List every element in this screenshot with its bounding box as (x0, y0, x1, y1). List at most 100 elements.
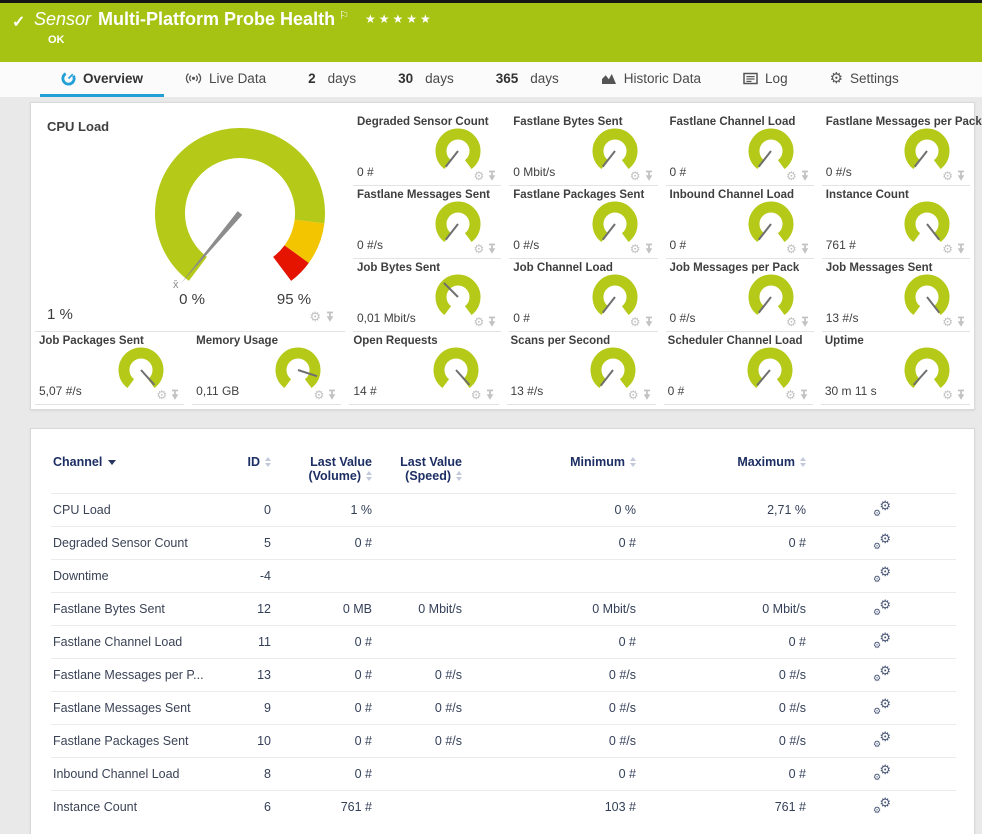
channel-settings-icon[interactable]: ⚙ ⚙ (873, 597, 891, 617)
gauge-settings-icon[interactable]: ⚙ (473, 242, 485, 256)
pin-icon[interactable] (487, 243, 497, 255)
pin-icon[interactable] (956, 170, 966, 182)
pin-icon[interactable] (325, 311, 335, 323)
gauge-tile-cpu-load[interactable]: CPU Load x̄ 0 % 95 % 1 % ⚙ (35, 103, 345, 332)
gauge-settings-icon[interactable]: ⚙ (785, 315, 797, 329)
table-row: CPU Load 0 1 % 0 % 2,71 % ⚙ ⚙ (51, 493, 956, 527)
cell-min: 0 #/s (464, 724, 638, 758)
gauge-tile-fastlane-messages-per-pack[interactable]: Fastlane Messages per Pack 0 #/s ⚙ (821, 113, 982, 186)
pin-icon[interactable] (799, 389, 809, 401)
gauge-settings-icon[interactable]: ⚙ (473, 169, 485, 183)
gauge-tile-job-packages-sent[interactable]: Job Packages Sent 5,07 #/s ⚙ (35, 332, 185, 405)
gauge-tile-fastlane-packages-sent[interactable]: Fastlane Packages Sent 0 #/s ⚙ (509, 186, 658, 259)
mini-gauge (586, 341, 640, 404)
gauge-tile-scans-per-second[interactable]: Scans per Second 13 #/s ⚙ (506, 332, 656, 405)
pin-icon[interactable] (800, 170, 810, 182)
gauge-tile-scheduler-channel-load[interactable]: Scheduler Channel Load 0 # ⚙ (663, 332, 813, 405)
gauge-settings-icon[interactable]: ⚙ (785, 169, 797, 183)
tab-overview[interactable]: Overview (40, 62, 165, 97)
pin-icon[interactable] (487, 316, 497, 328)
column-header-channel[interactable]: Channel (51, 441, 211, 494)
tab-bar: Overview Live Data 2 days 30 days 365 days Histo… (0, 62, 982, 97)
column-header-min[interactable]: Minimum (464, 441, 638, 494)
gauge-value: 0 Mbit/s (513, 165, 556, 179)
gauge-settings-icon[interactable]: ⚙ (785, 242, 797, 256)
channel-settings-icon[interactable]: ⚙ ⚙ (873, 630, 891, 650)
tab-live-data[interactable]: Live Data (164, 62, 287, 97)
gauge-tile-job-messages-per-pack[interactable]: Job Messages per Pack 0 #/s ⚙ (665, 259, 814, 332)
priority-stars[interactable]: ★★★★★ (364, 12, 434, 26)
gauge-settings-icon[interactable]: ⚙ (629, 315, 641, 329)
gauge-settings-icon[interactable]: ⚙ (627, 388, 639, 402)
gauge-title: Fastlane Messages per Pack (825, 116, 982, 128)
gauge-settings-icon[interactable]: ⚙ (629, 169, 641, 183)
gauge-tile-open-requests[interactable]: Open Requests 14 # ⚙ (349, 332, 499, 405)
channel-settings-icon[interactable]: ⚙ ⚙ (873, 531, 891, 551)
tab-30-days[interactable]: 30 days (377, 62, 475, 97)
cell-max: 761 # (638, 790, 808, 824)
column-header-id[interactable]: ID (211, 441, 273, 494)
tab-2-days[interactable]: 2 days (287, 62, 377, 97)
sort-icon (800, 457, 806, 467)
gauge-tile-fastlane-bytes-sent[interactable]: Fastlane Bytes Sent 0 Mbit/s ⚙ (509, 113, 658, 186)
gauge-tile-degraded-sensor-count[interactable]: Degraded Sensor Count 0 # ⚙ (353, 113, 502, 186)
gauge-settings-icon[interactable]: ⚙ (309, 309, 321, 324)
gauge-tile-memory-usage[interactable]: Memory Usage 0,11 GB ⚙ (192, 332, 342, 405)
gauge-tile-inbound-channel-load[interactable]: Inbound Channel Load 0 # ⚙ (665, 186, 814, 259)
column-header-speed[interactable]: Last Value (Speed) (374, 441, 464, 494)
cell-id: 8 (211, 757, 273, 791)
mini-gauge (744, 195, 798, 258)
cell-volume: 0 # (273, 691, 374, 725)
gauge-tile-job-channel-load[interactable]: Job Channel Load 0 # ⚙ (509, 259, 658, 332)
pin-icon[interactable] (644, 170, 654, 182)
pin-icon[interactable] (956, 389, 966, 401)
pin-icon[interactable] (644, 316, 654, 328)
pin-icon[interactable] (800, 243, 810, 255)
pin-icon[interactable] (956, 243, 966, 255)
gauge-tile-fastlane-channel-load[interactable]: Fastlane Channel Load 0 # ⚙ (665, 113, 814, 186)
gauge-title: Uptime (824, 335, 864, 347)
column-header-max[interactable]: Maximum (638, 441, 808, 494)
gauge-settings-icon[interactable]: ⚙ (942, 315, 953, 329)
gauge-settings-icon[interactable]: ⚙ (156, 388, 168, 402)
gauge-tile-fastlane-messages-sent[interactable]: Fastlane Messages Sent 0 #/s ⚙ (353, 186, 502, 259)
tab-historic-data[interactable]: Historic Data (580, 62, 722, 97)
gauge-settings-icon[interactable]: ⚙ (942, 242, 953, 256)
gauge-settings-icon[interactable]: ⚙ (785, 388, 796, 402)
channel-settings-icon[interactable]: ⚙ ⚙ (873, 696, 891, 716)
gauge-tile-instance-count[interactable]: Instance Count 761 # ⚙ (821, 186, 970, 259)
gauge-tile-job-messages-sent[interactable]: Job Messages Sent 13 #/s ⚙ (821, 259, 970, 332)
channel-settings-icon[interactable]: ⚙ ⚙ (873, 663, 891, 683)
tab-365-days[interactable]: 365 days (475, 62, 580, 97)
gauge-tile-job-bytes-sent[interactable]: Job Bytes Sent 0,01 Mbit/s ⚙ (353, 259, 502, 332)
cell-channel: Fastlane Packages Sent (51, 724, 211, 758)
tab-log[interactable]: Log (722, 62, 809, 97)
gauge-settings-icon[interactable]: ⚙ (629, 242, 641, 256)
column-header-volume[interactable]: Last Value (Volume) (273, 441, 374, 494)
gauge-tile-uptime[interactable]: Uptime 30 m 11 s ⚙ (820, 332, 970, 405)
channel-settings-icon[interactable]: ⚙ ⚙ (873, 564, 891, 584)
mini-gauge (744, 122, 798, 185)
tab-settings[interactable]: ⚙ Settings (809, 62, 920, 97)
pin-icon[interactable] (800, 316, 810, 328)
gauge-settings-icon[interactable]: ⚙ (942, 169, 953, 183)
pin-icon[interactable] (487, 170, 497, 182)
pin-icon[interactable] (327, 389, 337, 401)
channel-settings-icon[interactable]: ⚙ ⚙ (873, 729, 891, 749)
cell-volume: 1 % (273, 493, 374, 527)
pin-icon[interactable] (644, 243, 654, 255)
pin-icon[interactable] (642, 389, 652, 401)
gauge-settings-icon[interactable]: ⚙ (313, 388, 325, 402)
gauge-settings-icon[interactable]: ⚙ (470, 388, 482, 402)
gauge-settings-icon[interactable]: ⚙ (942, 388, 953, 402)
channel-settings-icon[interactable]: ⚙ ⚙ (873, 762, 891, 782)
channels-panel: Channel ID Last Value (Volume) Last Value (Sp… (30, 428, 975, 834)
channel-settings-icon[interactable]: ⚙ ⚙ (873, 498, 891, 518)
cell-speed (374, 790, 464, 824)
pin-icon[interactable] (956, 316, 966, 328)
pin-icon[interactable] (485, 389, 495, 401)
pin-icon[interactable] (170, 389, 180, 401)
channel-settings-icon[interactable]: ⚙ ⚙ (873, 795, 891, 816)
tab-strong: 2 (308, 70, 316, 86)
gauge-settings-icon[interactable]: ⚙ (473, 315, 485, 329)
